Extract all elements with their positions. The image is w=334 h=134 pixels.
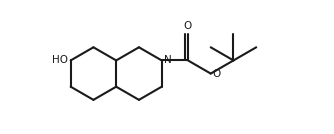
Text: O: O [184, 21, 192, 31]
Text: HO: HO [51, 55, 67, 65]
Text: N: N [164, 55, 172, 65]
Text: O: O [213, 69, 221, 79]
